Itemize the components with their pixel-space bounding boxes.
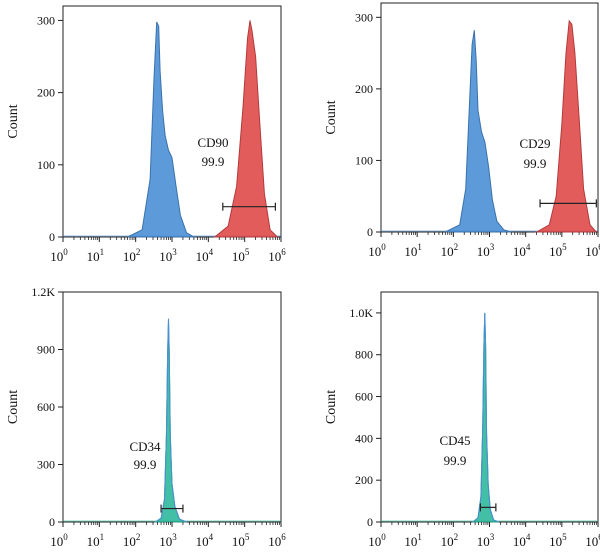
histogram-series-1 xyxy=(445,30,512,233)
y-tick-label: 300 xyxy=(355,10,373,24)
x-tick-label: 101 xyxy=(404,242,422,259)
gate-marker-label: CD29 xyxy=(519,136,550,151)
gate-percentage: 99.9 xyxy=(444,453,467,468)
y-tick-label: 200 xyxy=(37,86,55,100)
y-tick-label: 600 xyxy=(37,400,55,414)
x-tick-label: 106 xyxy=(268,532,286,549)
histogram-series-1 xyxy=(127,21,196,238)
x-tick-label: 100 xyxy=(368,532,386,549)
panel-4: 0 200 400 600 800 1.0K 100 101 102 103 104 105 106 Co… xyxy=(324,291,600,549)
y-tick-label: 1.2K xyxy=(31,285,55,299)
x-tick-label: 102 xyxy=(123,247,141,264)
y-tick-label: 0 xyxy=(49,515,55,529)
y-tick-label: 400 xyxy=(355,431,373,445)
y-tick-label: 200 xyxy=(355,82,373,96)
y-tick-label: 100 xyxy=(37,158,55,172)
plot-frame xyxy=(380,291,599,523)
y-axis-label: Count xyxy=(324,390,339,424)
x-tick-label: 106 xyxy=(585,242,600,259)
y-tick-label: 0 xyxy=(367,515,373,529)
x-tick-label: 100 xyxy=(50,532,68,549)
histogram-outline xyxy=(472,312,499,523)
y-tick-label: 1.0K xyxy=(349,306,373,320)
y-axis-label: Count xyxy=(6,390,21,424)
histogram-series-1 xyxy=(153,318,187,523)
x-tick-label: 104 xyxy=(196,532,214,549)
x-tick-label: 103 xyxy=(159,532,177,549)
y-tick-label: 0 xyxy=(367,225,373,239)
x-tick-label: 104 xyxy=(196,247,214,264)
gate-percentage: 99.9 xyxy=(202,154,225,169)
x-tick-label: 105 xyxy=(549,242,567,259)
panel-3: 0 300 600 900 1.2K 100 101 102 103 104 105 106 Count… xyxy=(6,285,286,549)
x-tick-label: 101 xyxy=(404,532,422,549)
x-tick-label: 103 xyxy=(477,242,495,259)
gate-percentage: 99.9 xyxy=(134,457,157,472)
panel-1: 0 100 200 300 100 101 102 103 104 105 106 Count CD90… xyxy=(6,5,286,264)
y-axis-label: Count xyxy=(324,100,339,134)
x-tick-label: 103 xyxy=(159,247,177,264)
x-tick-label: 106 xyxy=(268,247,286,264)
gate-marker-label: CD34 xyxy=(129,439,161,454)
gate-marker-label: CD90 xyxy=(197,135,228,150)
y-tick-label: 100 xyxy=(355,153,373,167)
panel-2: 0 100 200 300 100 101 102 103 104 105 106 Count CD29… xyxy=(324,2,600,259)
y-axis-label: Count xyxy=(6,104,21,138)
gate-marker-label: CD45 xyxy=(439,433,470,448)
x-tick-label: 102 xyxy=(441,242,459,259)
y-tick-label: 300 xyxy=(37,13,55,27)
histogram-series-2 xyxy=(534,19,598,233)
y-tick-label: 300 xyxy=(37,458,55,472)
x-tick-label: 102 xyxy=(441,532,459,549)
y-tick-label: 600 xyxy=(355,390,373,404)
x-tick-label: 103 xyxy=(477,532,495,549)
y-tick-label: 900 xyxy=(37,343,55,357)
x-tick-label: 101 xyxy=(87,532,105,549)
y-tick-label: 800 xyxy=(355,348,373,362)
x-tick-label: 105 xyxy=(549,532,567,549)
x-tick-label: 101 xyxy=(87,247,105,264)
x-tick-label: 105 xyxy=(232,532,250,549)
x-tick-label: 104 xyxy=(513,242,531,259)
x-tick-label: 105 xyxy=(232,247,250,264)
x-tick-label: 106 xyxy=(585,532,600,549)
histogram-series-2 xyxy=(213,20,279,238)
gate-percentage: 99.9 xyxy=(524,156,547,171)
x-tick-label: 104 xyxy=(513,532,531,549)
x-tick-label: 100 xyxy=(50,247,68,264)
y-tick-label: 0 xyxy=(49,230,55,244)
y-tick-label: 200 xyxy=(355,473,373,487)
x-tick-label: 102 xyxy=(123,532,141,549)
x-tick-label: 100 xyxy=(368,242,386,259)
